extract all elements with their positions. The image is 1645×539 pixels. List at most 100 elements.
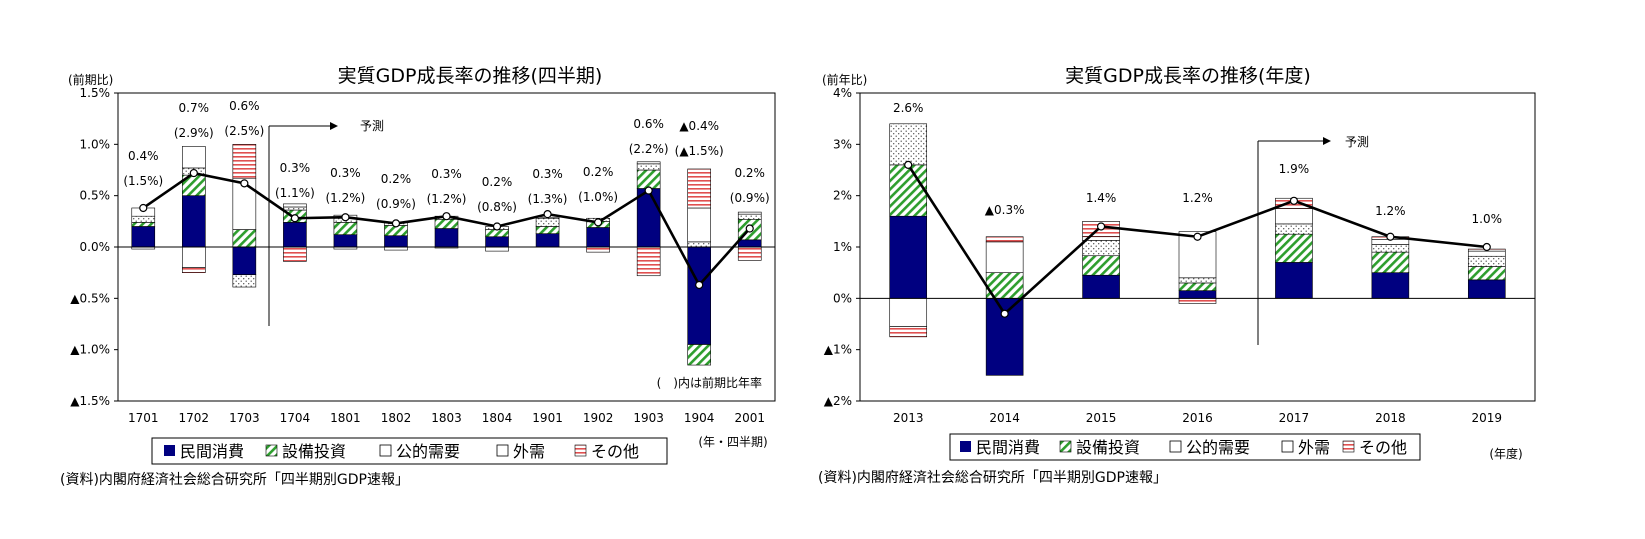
gdp-point	[1386, 232, 1395, 241]
bar-consumption-negative	[232, 246, 257, 276]
data-label: 0.6%	[229, 99, 260, 113]
bar-public	[737, 213, 762, 220]
bar-public	[283, 206, 307, 211]
bar-consumption	[1082, 274, 1120, 299]
bar-other-negative	[636, 246, 661, 277]
chart-left-note: ( )内は前期比年率	[657, 375, 762, 390]
legend-label-investment-right: 設備投資	[1076, 438, 1140, 457]
legend-swatch-other	[574, 444, 587, 457]
chart-left-legend: 民間消費 設備投資 公的需要 外需 その他	[151, 437, 668, 465]
y-tick-label: ▲0.5%	[70, 291, 110, 305]
chart-left-source: (資料)内閣府経済社会総合研究所「四半期別GDP速報」	[60, 472, 409, 488]
x-tick-label: 1902	[583, 411, 614, 425]
chart-left-x-axis: 1701 1702 1703 1704 1801 1802 1803 1804 1901 1902…	[128, 411, 765, 425]
y-tick-label: ▲2%	[824, 394, 852, 408]
bar-consumption	[636, 188, 661, 248]
gdp-point	[391, 219, 401, 228]
bar-net-exports	[1275, 208, 1313, 225]
x-tick-label: 2017	[1279, 411, 1310, 425]
bar-other-negative	[283, 246, 307, 262]
gdp-point	[139, 203, 148, 213]
gdp-point	[543, 210, 552, 219]
bar-other-negative	[182, 267, 206, 273]
data-label-annualized: (▲1.5%)	[675, 144, 724, 158]
data-label: 0.3%	[532, 167, 563, 181]
bar-net-exports	[985, 241, 1024, 273]
chart-left: 実質GDP成長率の推移(四半期) (前期比) 1.5% 1.0% 0.5% 0.0% ▲…	[60, 65, 776, 488]
chart-right-y-axis: 4% 3% 2% 1% 0% ▲1% ▲2%	[824, 86, 860, 408]
data-label: 1.2%	[1375, 204, 1406, 218]
gdp-point	[1096, 222, 1106, 231]
chart-left-forecast-label: 予測	[360, 119, 384, 133]
legend-swatch-public-right	[1169, 440, 1182, 453]
bar-other	[687, 168, 711, 209]
x-tick-label: 2019	[1472, 411, 1503, 425]
data-label: 0.2%	[381, 172, 412, 186]
data-label: 1.2%	[1182, 191, 1213, 205]
data-label-annualized: (2.9%)	[174, 126, 214, 140]
bar-investment	[485, 229, 509, 238]
legend-swatch-other-right	[1342, 440, 1355, 453]
data-label: 0.4%	[128, 149, 159, 163]
data-label-annualized: (2.5%)	[224, 124, 264, 138]
bar-net-exports	[1467, 250, 1506, 257]
bar-consumption	[182, 195, 206, 248]
legend-swatch-investment-right	[1059, 440, 1072, 453]
chart-left-forecast-marker: 予測	[268, 119, 384, 326]
bar-investment	[131, 222, 156, 227]
bar-net-exports-negative	[889, 298, 928, 327]
data-label: ▲0.3%	[985, 203, 1025, 217]
gdp-point	[240, 179, 249, 188]
y-tick-label: 0.5%	[80, 189, 111, 203]
bar-other	[232, 144, 257, 179]
data-label: 0.2%	[734, 166, 765, 180]
gdp-point	[290, 214, 299, 223]
chart-right: 実質GDP成長率の推移(年度) (前年比) 4% 3% 2% 1% 0% ▲1% ▲2% 予…	[818, 65, 1536, 486]
chart-right-xlabel: (年度)	[1489, 446, 1522, 461]
x-tick-label: 1801	[330, 411, 361, 425]
data-label: 0.6%	[633, 117, 664, 131]
bar-net-exports-negative	[485, 246, 509, 252]
data-label-annualized: (1.2%)	[325, 191, 365, 205]
bar-investment	[232, 229, 257, 248]
bar-public	[687, 241, 711, 248]
bar-consumption	[737, 239, 762, 248]
x-tick-label: 1704	[280, 411, 311, 425]
gdp-point	[904, 160, 913, 169]
data-label: ▲0.4%	[679, 119, 719, 133]
bar-consumption	[384, 235, 408, 248]
y-tick-label: 2%	[833, 189, 852, 203]
y-tick-label: 1%	[833, 240, 852, 254]
data-label: 0.3%	[280, 161, 311, 175]
legend-label-public-right: 公的需要	[1186, 438, 1250, 457]
chart-left-title: 実質GDP成長率の推移(四半期)	[338, 65, 603, 87]
bar-other-negative	[737, 246, 762, 261]
legend-label-consumption-right: 民間消費	[976, 438, 1040, 457]
data-label-annualized: (0.8%)	[477, 200, 517, 214]
legend-label-net-exports-right: 外需	[1298, 438, 1330, 457]
data-label: 1.0%	[1472, 212, 1503, 226]
x-tick-label: 2018	[1375, 411, 1406, 425]
y-tick-label: ▲1.5%	[70, 394, 110, 408]
bar-consumption	[485, 236, 509, 248]
data-label-annualized: (0.9%)	[376, 197, 416, 211]
gdp-point	[745, 224, 754, 233]
bar-public	[1371, 244, 1410, 253]
data-label-annualized: (1.5%)	[123, 174, 163, 188]
bar-other	[985, 236, 1024, 243]
data-label: 0.2%	[482, 175, 513, 189]
bar-other-negative	[889, 326, 928, 338]
x-tick-label: 1903	[633, 411, 664, 425]
bar-other-negative	[586, 246, 610, 253]
legend-label-investment: 設備投資	[282, 442, 346, 461]
y-tick-label: 1.0%	[80, 137, 111, 151]
bar-public	[636, 163, 661, 171]
bar-public	[1082, 240, 1120, 257]
gdp-point	[594, 218, 603, 227]
x-tick-label: 1701	[128, 411, 159, 425]
bar-investment	[1178, 282, 1217, 291]
chart-left-xlabel: (年・四半期)	[698, 435, 767, 449]
legend-swatch-investment	[265, 444, 278, 457]
